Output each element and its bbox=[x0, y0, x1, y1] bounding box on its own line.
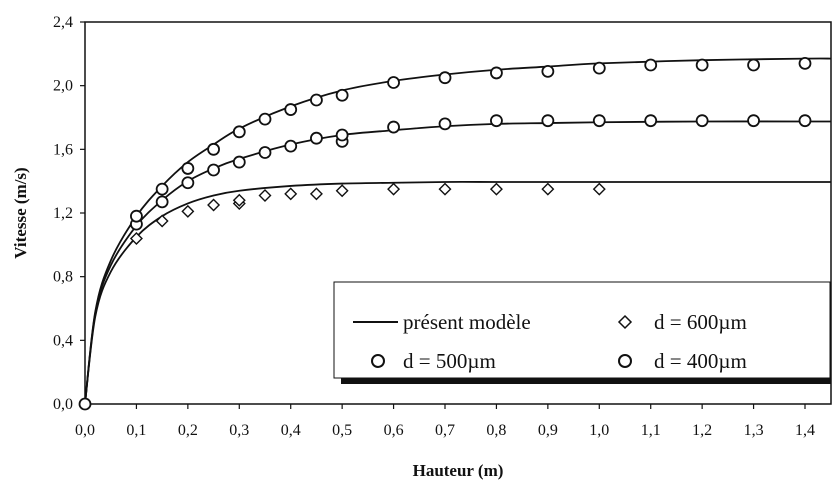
legend-box bbox=[333, 281, 831, 379]
point-circle bbox=[232, 125, 246, 139]
point-circle bbox=[644, 114, 658, 128]
y-axis-ticks: 0,0 0,4 0,8 1,2 1,6 2,0 2,4 bbox=[53, 14, 85, 413]
legend-label-500: d = 500µm bbox=[403, 349, 496, 373]
legend-circle-400-symbol bbox=[618, 354, 632, 368]
point-diamond bbox=[232, 193, 246, 207]
point-circle bbox=[181, 162, 195, 175]
point-circle bbox=[592, 61, 606, 75]
point-circle bbox=[387, 120, 400, 134]
x-tick-label: 0,0 bbox=[75, 422, 95, 439]
x-tick-label: 0,1 bbox=[126, 422, 146, 439]
point-circle bbox=[695, 58, 709, 72]
point-circle bbox=[335, 88, 349, 102]
point-diamond bbox=[309, 187, 323, 201]
x-tick-label: 0,5 bbox=[332, 422, 352, 439]
legend-diamond-symbol bbox=[617, 314, 633, 330]
legend-label-model: présent modèle bbox=[403, 310, 531, 334]
point-circle bbox=[490, 66, 503, 80]
point-circle bbox=[207, 142, 220, 156]
x-tick-label: 1,2 bbox=[692, 422, 712, 439]
point-diamond bbox=[129, 231, 143, 245]
y-tick-label: 0,4 bbox=[53, 332, 73, 349]
point-diamond bbox=[438, 182, 452, 196]
legend-circle-500-symbol bbox=[371, 354, 385, 368]
point-circle bbox=[258, 146, 272, 159]
point-circle bbox=[541, 64, 555, 78]
point-circle bbox=[310, 93, 323, 107]
point-diamond bbox=[181, 204, 195, 218]
y-tick-label: 0,0 bbox=[53, 396, 73, 413]
point-diamond bbox=[489, 182, 503, 196]
point-circle bbox=[798, 114, 812, 128]
point-circle bbox=[258, 112, 272, 126]
x-tick-label: 0,2 bbox=[178, 422, 198, 439]
point-diamond bbox=[207, 198, 221, 212]
point-circle bbox=[155, 195, 169, 209]
point-circle bbox=[78, 397, 92, 411]
point-circle bbox=[695, 114, 709, 128]
point-diamond bbox=[258, 189, 272, 202]
point-circle bbox=[232, 155, 246, 169]
x-axis-title: Hauteur (m) bbox=[413, 461, 504, 480]
point-circle bbox=[181, 176, 195, 190]
point-diamond bbox=[541, 182, 555, 196]
point-circle bbox=[747, 58, 760, 72]
model-curve-1 bbox=[84, 181, 831, 405]
x-tick-label: 1,1 bbox=[641, 422, 661, 439]
x-tick-label: 1,3 bbox=[744, 422, 764, 439]
legend: présent modèle d = 600µm d = 500µm d = 4… bbox=[333, 281, 831, 384]
x-tick-label: 0,8 bbox=[486, 422, 506, 439]
point-circle bbox=[335, 128, 349, 142]
x-tick-label: 0,7 bbox=[435, 422, 455, 439]
x-tick-label: 0,9 bbox=[538, 422, 558, 439]
y-tick-label: 0,8 bbox=[53, 269, 73, 286]
point-circle bbox=[155, 182, 169, 196]
x-tick-label: 1,4 bbox=[795, 422, 815, 439]
point-circle bbox=[747, 114, 760, 128]
y-tick-label: 1,6 bbox=[53, 141, 73, 158]
point-diamond bbox=[387, 182, 401, 196]
point-diamond bbox=[155, 214, 169, 228]
data-points bbox=[78, 56, 812, 411]
point-circle bbox=[438, 71, 452, 85]
x-tick-label: 1,0 bbox=[589, 422, 609, 439]
y-tick-label: 2,4 bbox=[53, 14, 73, 31]
point-circle bbox=[644, 58, 658, 72]
legend-label-400: d = 400µm bbox=[654, 349, 747, 373]
x-tick-label: 0,4 bbox=[281, 422, 301, 439]
plot-frame bbox=[84, 21, 832, 405]
point-circle bbox=[284, 103, 298, 116]
point-circle bbox=[284, 139, 298, 153]
point-circle bbox=[490, 114, 503, 128]
y-axis-title: Vitesse (m/s) bbox=[11, 167, 30, 258]
point-circle bbox=[541, 114, 555, 128]
point-circle bbox=[310, 131, 323, 145]
point-circle bbox=[438, 117, 452, 131]
y-tick-label: 1,2 bbox=[53, 205, 73, 222]
y-tick-label: 2,0 bbox=[53, 78, 73, 95]
point-circle bbox=[592, 114, 606, 128]
legend-label-600: d = 600µm bbox=[654, 310, 747, 334]
point-diamond bbox=[592, 182, 606, 196]
point-circle bbox=[130, 209, 143, 223]
x-tick-label: 0,3 bbox=[229, 422, 249, 439]
point-diamond bbox=[335, 184, 349, 198]
x-axis-ticks: 0,0 0,1 0,2 0,3 0,4 0,5 0,6 0,7 0,8 0,9 1,0 1,1 1,2 1… bbox=[75, 404, 815, 439]
x-tick-label: 0,6 bbox=[384, 422, 404, 439]
point-circle bbox=[207, 163, 220, 177]
point-circle bbox=[387, 76, 400, 89]
point-circle bbox=[798, 56, 812, 70]
point-diamond bbox=[284, 187, 298, 201]
